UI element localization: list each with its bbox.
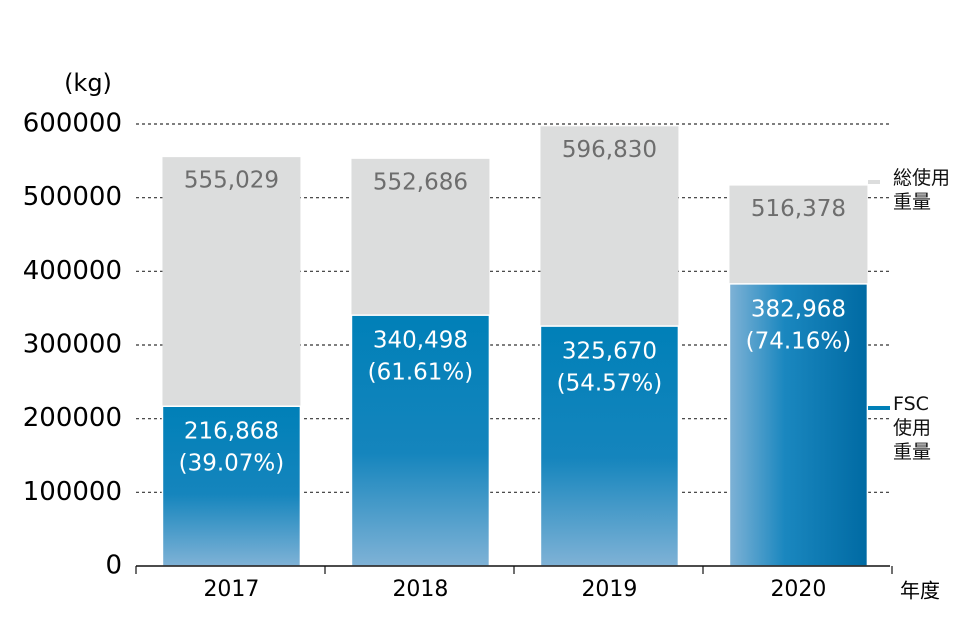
share-label: (74.16%) xyxy=(746,328,852,354)
x-axis-label: 年度 xyxy=(900,579,940,603)
y-tick-label: 0 xyxy=(105,551,122,581)
bar xyxy=(161,405,302,567)
value-label: 340,498 xyxy=(373,328,468,354)
x-tick-label: 2017 xyxy=(203,577,259,602)
value-label: 552,686 xyxy=(373,169,468,195)
share-label: (39.07%) xyxy=(179,451,285,477)
y-tick-label: 200000 xyxy=(23,403,122,433)
bar xyxy=(350,314,491,567)
legend-label: 総使用重量 xyxy=(893,167,951,213)
legend-label: FSC使用重量 xyxy=(893,393,932,463)
value-label: 596,830 xyxy=(562,137,657,163)
value-label: 382,968 xyxy=(751,296,846,322)
x-tick-label: 2018 xyxy=(392,577,448,602)
share-label: (54.57%) xyxy=(557,371,663,397)
y-tick-label: 100000 xyxy=(23,477,122,507)
y-tick-label: 300000 xyxy=(23,330,122,360)
share-label: (61.61%) xyxy=(368,360,474,386)
y-tick-label: 600000 xyxy=(23,109,122,139)
value-label: 325,670 xyxy=(562,339,657,365)
x-tick-label: 2020 xyxy=(770,577,826,602)
legend-entry: 総使用重量 xyxy=(893,167,951,213)
x-tick-label: 2019 xyxy=(581,577,637,602)
value-label: 216,868 xyxy=(184,419,279,445)
y-tick-label: 400000 xyxy=(23,256,122,286)
bar xyxy=(728,283,869,567)
value-label: 516,378 xyxy=(751,196,846,222)
legend-entry: FSC使用重量 xyxy=(893,393,932,463)
bar xyxy=(539,325,680,567)
y-tick-label: 500000 xyxy=(23,182,122,212)
y-axis-label: (kg) xyxy=(64,69,112,97)
value-label: 555,029 xyxy=(184,168,279,194)
